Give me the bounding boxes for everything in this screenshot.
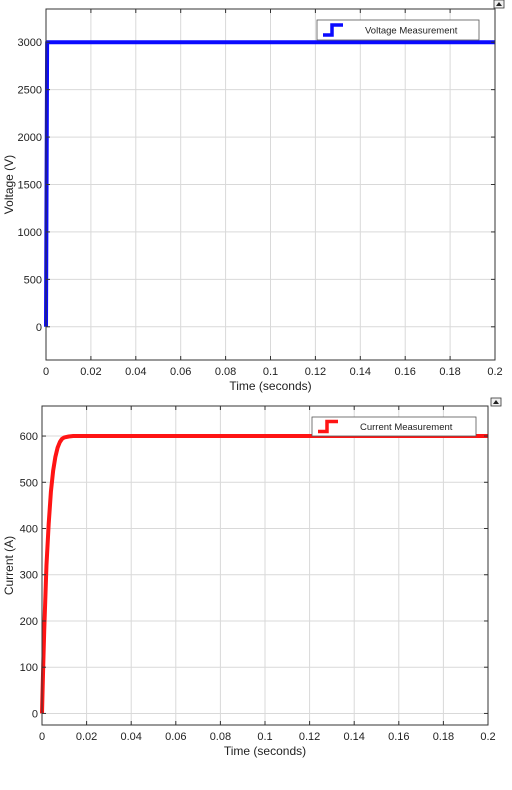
- x-tick-label: 0.06: [165, 731, 186, 743]
- x-tick-label: 0.18: [439, 366, 460, 378]
- legend-box: [311, 416, 477, 437]
- triangle-up-icon: [496, 2, 502, 6]
- x-tick-label: 0: [43, 366, 49, 378]
- x-tick-label: 0.04: [120, 731, 141, 743]
- y-tick-label: 200: [20, 616, 38, 628]
- x-axis-label: Time (seconds): [229, 379, 311, 393]
- x-tick-label: 0: [39, 731, 45, 743]
- current-chart: 0 0.02 0.04 0.06 0.08 0.1 0.12 0.14 0.16 0.18 0.2 0…: [2, 397, 502, 758]
- x-tick-label: 0.2: [487, 366, 502, 378]
- y-tick-label: 2000: [18, 132, 42, 144]
- triangle-up-icon: [493, 400, 499, 404]
- x-tick-label: 0.1: [257, 731, 272, 743]
- legend-label: Current Measurement: [360, 422, 453, 433]
- x-tick-label: 0.14: [343, 731, 364, 743]
- x-tick-label: 0.12: [305, 366, 326, 378]
- x-tick-label: 0.18: [433, 731, 454, 743]
- legend-box: [316, 19, 480, 41]
- y-tick-label: 0: [36, 322, 42, 334]
- y-tick-label: 500: [20, 477, 38, 489]
- y-tick-label: 3000: [18, 37, 42, 49]
- x-tick-label: 0.1: [263, 366, 278, 378]
- dock-toggle-button[interactable]: [493, 0, 505, 9]
- x-tick-label: 0.16: [394, 366, 415, 378]
- y-axis-label: Current (A): [2, 536, 16, 595]
- series-line-0: [40, 434, 488, 714]
- y-tick-label: 2500: [18, 85, 42, 97]
- y-tick-label: 600: [20, 431, 38, 443]
- x-tick-label: 0.04: [125, 366, 146, 378]
- legend-step-icon: [323, 23, 343, 37]
- y-tick-label: 1000: [18, 227, 42, 239]
- x-tick-label: 0.08: [210, 731, 231, 743]
- x-tick-label: 0.02: [76, 731, 97, 743]
- y-tick-label: 300: [20, 570, 38, 582]
- x-tick-label: 0.08: [215, 366, 236, 378]
- y-tick-label: 0: [32, 708, 38, 720]
- x-tick-label: 0.14: [350, 366, 371, 378]
- x-tick-label: 0.02: [80, 366, 101, 378]
- x-tick-label: 0.12: [299, 731, 320, 743]
- x-tick-label: 0.06: [170, 366, 191, 378]
- y-tick-label: 100: [20, 662, 38, 674]
- y-tick-label: 500: [24, 274, 42, 286]
- x-tick-label: 0.16: [388, 731, 409, 743]
- x-axis-label: Time (seconds): [224, 744, 306, 758]
- y-tick-label: 1500: [18, 180, 42, 192]
- dock-toggle-button[interactable]: [490, 397, 502, 407]
- y-axis-label: Voltage (V): [2, 155, 16, 214]
- x-tick-label: 0.2: [480, 731, 495, 743]
- voltage-chart: 0 0.02 0.04 0.06 0.08 0.1 0.12 0.14 0.16 0.18 0.2 0…: [2, 0, 505, 393]
- legend-label: Voltage Measurement: [365, 26, 458, 37]
- y-tick-label: 400: [20, 524, 38, 536]
- legend-step-icon: [318, 419, 338, 434]
